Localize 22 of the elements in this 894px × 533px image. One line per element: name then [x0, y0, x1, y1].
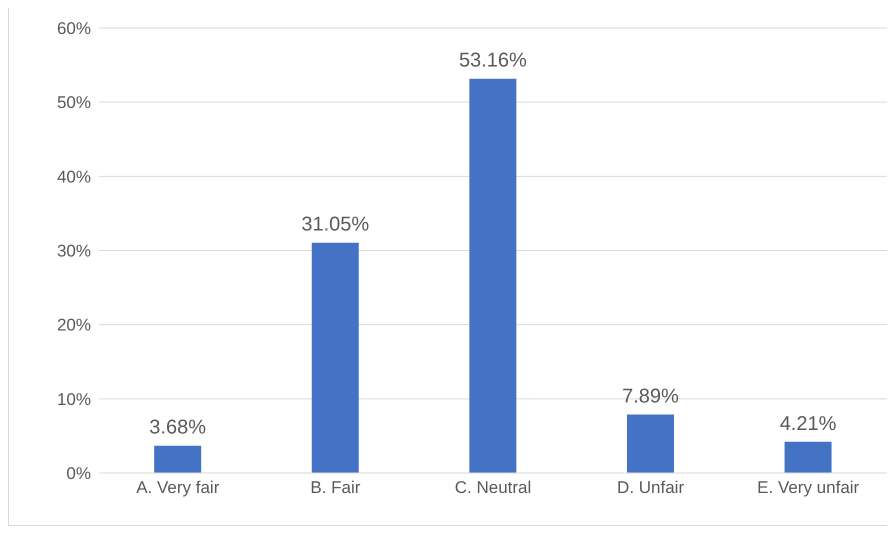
y-tick-label: 20% [56, 316, 91, 335]
bar [312, 242, 359, 473]
x-tick-label: E. Very unfair [757, 478, 860, 498]
data-label: 3.68% [149, 416, 206, 439]
bar [154, 446, 202, 473]
data-label: 4.21% [780, 412, 837, 435]
y-tick-label: 0% [66, 464, 91, 484]
y-tick-label: 50% [56, 93, 91, 112]
x-tick-label: C. Neutral [454, 478, 532, 498]
bar [784, 442, 832, 473]
data-label: 53.16% [458, 50, 527, 72]
bar [469, 78, 516, 473]
y-tick-label: 60% [56, 19, 91, 38]
x-tick-label: A. Very fair [136, 478, 220, 498]
data-label: 31.05% [301, 214, 370, 236]
bar [626, 414, 674, 473]
y-tick-label: 30% [56, 242, 91, 261]
x-tick-label: B. Fair [310, 478, 361, 498]
y-tick-label: 40% [56, 167, 91, 186]
y-tick-label: 10% [56, 390, 91, 409]
x-tick-label: D. Unfair [617, 478, 684, 498]
data-label: 7.89% [622, 385, 680, 408]
